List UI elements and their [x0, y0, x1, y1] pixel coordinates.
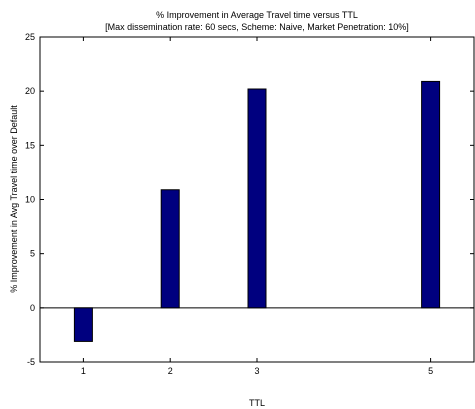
bar-ttl-3	[247, 88, 267, 309]
x-axis-label: TTL	[249, 398, 265, 408]
x-tick-label: 2	[168, 366, 173, 376]
bar-ttl-5	[421, 80, 441, 309]
y-tick-label: 0	[30, 303, 35, 313]
x-axis-ticks: 1 2 3 5	[81, 37, 433, 376]
y-tick-label: 10	[25, 195, 35, 205]
chart-subtitle: [Max dissemination rate: 60 secs, Scheme…	[105, 22, 409, 32]
y-tick-label: 15	[25, 140, 35, 150]
chart-title: % Improvement in Average Travel time ver…	[156, 10, 358, 20]
y-tick-label: 5	[30, 249, 35, 259]
y-axis-ticks: -5 0 5 10 15 20 25	[25, 32, 474, 367]
x-tick-label: 3	[254, 366, 259, 376]
bar-ttl-2	[160, 189, 180, 309]
y-tick-label: 25	[25, 32, 35, 42]
y-tick-label: -5	[27, 357, 35, 367]
bar-ttl-1	[73, 307, 93, 342]
x-tick-label: 5	[428, 366, 433, 376]
x-tick-label: 1	[81, 366, 86, 376]
bars-group	[73, 80, 441, 342]
y-axis-label: % Improvement in Avg Travel time over De…	[9, 105, 19, 293]
y-tick-label: 20	[25, 86, 35, 96]
